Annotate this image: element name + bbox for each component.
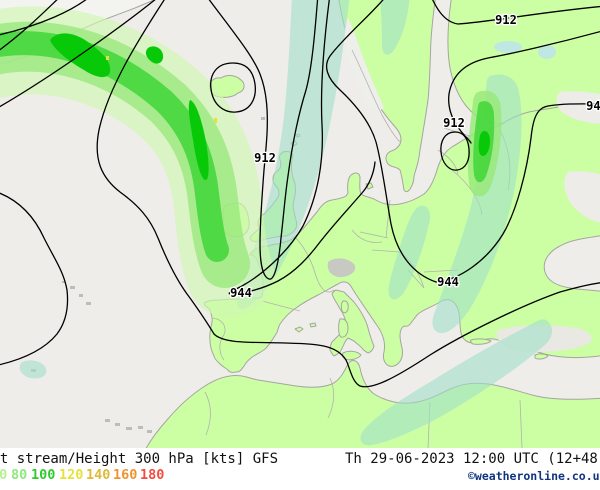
shade-russia-bright [478,131,490,156]
contour-label-912-uk: 912 [254,151,276,165]
shade-core-2 [145,46,164,64]
copyright-text: ©weatheronline.co.uk [468,469,600,483]
contour-ne-second [448,30,600,144]
legend-value-140: 140 [86,467,111,483]
contour-label-944-biscay: 944 [230,286,252,300]
terrain-russia-1 [556,91,600,124]
land-scandinavia [338,0,436,192]
shade-speck-yellow-1 [214,118,217,123]
island-crete [470,338,492,345]
island-balearics [294,322,317,333]
chart-title: Jet stream/Height 300 hPa [kts] GFS [0,451,279,467]
lake-onega [538,45,556,59]
contour-iceland-low [210,62,256,113]
legend-value-100: 100 [31,467,56,483]
weather-map: 912 912 912 944 944 944 [0,0,600,448]
contour-912-northeast [432,0,600,25]
terrain-alps [327,258,356,278]
contour-atlantic-ridge [0,192,69,366]
contour-labels: 912 912 912 944 944 944 [229,12,600,302]
terrain-russia-2 [564,171,600,223]
legend-value-120: 120 [59,467,84,483]
valid-datetime: Th 29-06-2023 12:00 UTC (12+48) [345,451,600,467]
contour-atlantic-south [96,0,600,388]
contour-944-east-long [326,0,600,283]
shade-band-east-med [360,319,552,446]
legend-value-60: 60 [0,467,8,483]
island-cyprus [534,353,549,360]
legend-value-80: 80 [11,467,28,483]
shade-band-norway [380,0,410,55]
island-sardinia [338,318,349,338]
contour-label-944-edge: 944 [586,99,600,113]
terrain-norway [344,18,384,110]
shade-patch-madeira [19,360,47,379]
contour-label-912-ne: 912 [495,13,517,27]
jet-shading-layer [0,0,552,446]
contour-nw-1 [0,0,87,36]
contour-label-912-russia: 912 [443,116,465,130]
footer-bar: Jet stream/Height 300 hPa [kts] GFS Th 2… [0,448,600,490]
lake-ladoga [494,41,522,53]
contour-nw-3 [0,0,156,108]
island-corsica [340,300,349,314]
contour-layer [0,0,600,388]
shade-core-3 [188,100,209,181]
shade-band-balkans [388,205,430,300]
legend-value-160: 160 [113,467,138,483]
contour-912-russia-loop [440,131,470,171]
shade-speck-yellow-2 [106,56,109,60]
contour-nw-2 [0,0,58,51]
contour-label-944-balkans: 944 [437,275,459,289]
contour-944-west-trough [228,0,376,295]
legend-value-180: 180 [140,467,165,483]
border-layer [204,49,523,448]
contour-912-uk-trough [208,0,319,280]
